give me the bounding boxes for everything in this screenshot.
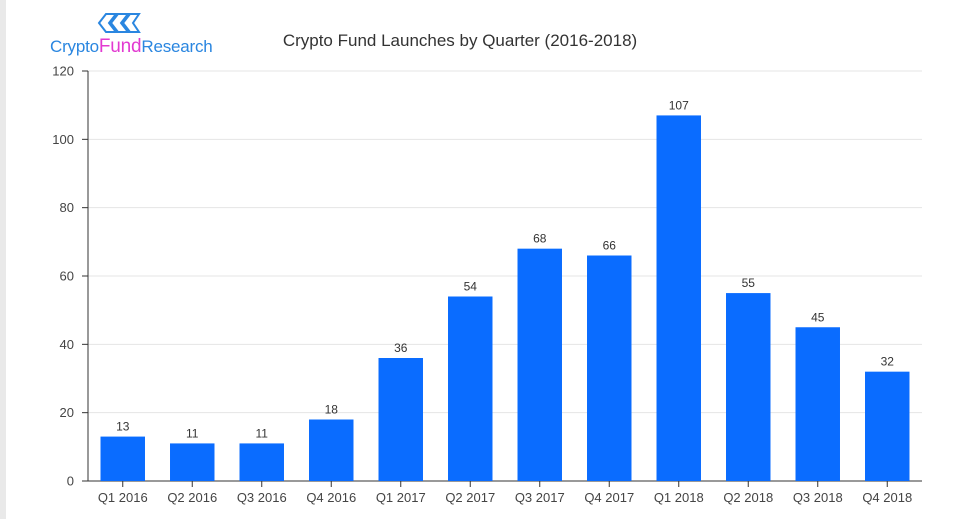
x-tick-label: Q4 2017: [584, 490, 634, 505]
chart-title: Crypto Fund Launches by Quarter (2016-20…: [282, 31, 638, 50]
logo-mark-icon: [97, 13, 141, 33]
data-label: 36: [394, 341, 408, 355]
x-tick-label: Q3 2017: [515, 490, 565, 505]
x-tick-label: Q2 2018: [723, 490, 773, 505]
data-label: 18: [325, 403, 339, 417]
bar: [378, 358, 423, 481]
data-label: 66: [603, 239, 617, 253]
x-tick-label: Q4 2018: [862, 490, 912, 505]
bar: [170, 443, 215, 481]
data-label: 68: [533, 232, 547, 246]
y-tick-label: 60: [60, 269, 74, 284]
x-tick-label: Q3 2016: [237, 490, 287, 505]
x-tick-label: Q1 2018: [654, 490, 704, 505]
logo-word-fund: Fund: [98, 36, 142, 57]
logo-word-research: Research: [141, 37, 213, 56]
bar: [309, 419, 354, 481]
y-tick-label: 80: [60, 200, 74, 215]
bar: [795, 327, 840, 481]
bar: [100, 436, 145, 481]
data-label: 55: [742, 276, 756, 290]
x-tick-label: Q3 2018: [793, 490, 843, 505]
logo: CryptoFundResearch: [50, 12, 213, 62]
logo-wordmark: CryptoFundResearch: [50, 36, 213, 58]
data-label: 107: [669, 98, 689, 112]
x-tick-label: Q2 2017: [445, 490, 495, 505]
bar: [448, 296, 493, 481]
y-tick-label: 100: [52, 132, 74, 147]
data-label: 32: [881, 355, 895, 369]
left-border: [0, 0, 6, 519]
bar: [656, 115, 701, 482]
bar: [517, 248, 562, 481]
data-label: 11: [186, 426, 199, 440]
data-label: 54: [464, 280, 478, 294]
y-tick-label: 120: [52, 64, 74, 79]
bar: [726, 293, 771, 481]
y-tick-label: 20: [60, 405, 74, 420]
x-tick-label: Q1 2017: [376, 490, 426, 505]
data-label: 45: [811, 310, 825, 324]
bar: [587, 255, 632, 481]
x-tick-label: Q2 2016: [167, 490, 217, 505]
bar: [239, 443, 284, 481]
y-tick-label: 0: [67, 474, 74, 489]
x-tick-label: Q4 2016: [306, 490, 356, 505]
x-tick-label: Q1 2016: [98, 490, 148, 505]
bar: [865, 371, 910, 481]
data-label: 11: [256, 426, 269, 440]
logo-word-crypto: Crypto: [50, 37, 99, 56]
y-tick-label: 40: [60, 337, 74, 352]
data-label: 13: [116, 420, 130, 434]
